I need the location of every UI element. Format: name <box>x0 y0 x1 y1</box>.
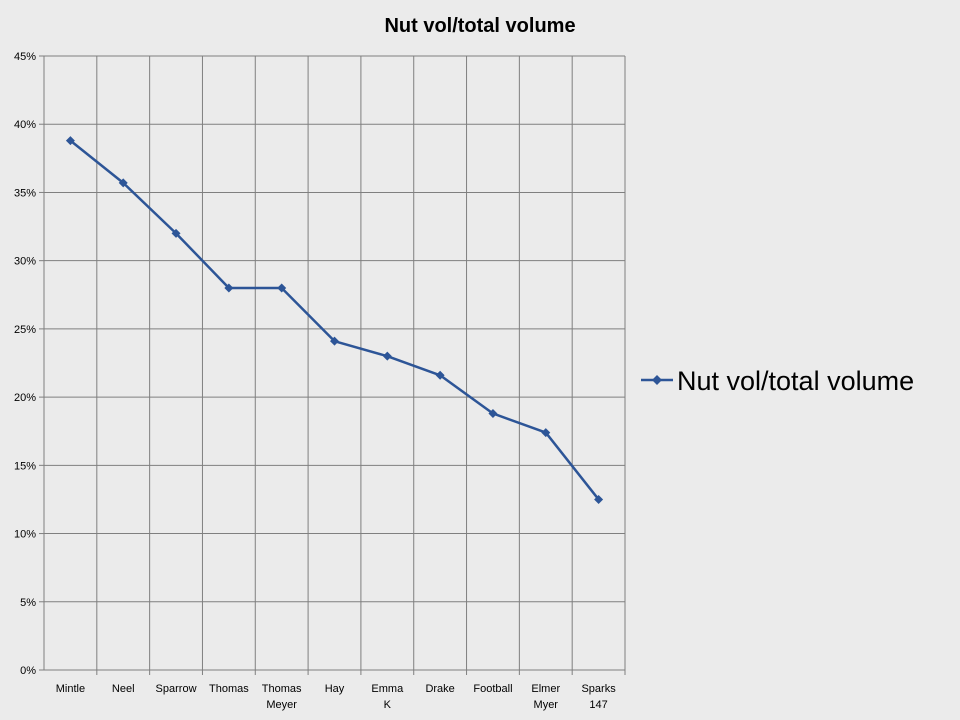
data-point <box>435 370 445 380</box>
data-point <box>277 283 287 293</box>
y-tick-label: 25% <box>14 324 36 336</box>
x-tick-label: Hay <box>325 683 345 695</box>
data-point <box>488 408 498 418</box>
y-tick-label: 45% <box>14 51 36 63</box>
y-tick-label: 15% <box>14 460 36 472</box>
data-point <box>594 494 604 504</box>
legend: Nut vol/total volume <box>641 366 914 396</box>
legend-label: Nut vol/total volume <box>677 366 914 396</box>
gridlines <box>44 55 626 670</box>
x-tick-label: Drake <box>425 683 454 695</box>
y-tick-label: 35% <box>14 187 36 199</box>
y-tick-label: 5% <box>20 597 36 609</box>
y-tick-label: 10% <box>14 529 36 541</box>
x-tick-label: Neel <box>112 683 135 695</box>
x-tick-label: Football <box>473 683 512 695</box>
x-tick-label: Sparks 147 <box>581 683 616 711</box>
data-point <box>118 178 128 188</box>
y-tick-label: 20% <box>14 392 36 404</box>
x-tick-label: Thomas Meyer <box>262 683 302 711</box>
series-group <box>65 136 604 504</box>
x-tick-labels: Mintle Neel Sparrow Thomas Thomas Meyer Hay Emm… <box>56 683 616 711</box>
x-tick-label: Elmer Myer <box>531 683 560 711</box>
data-point <box>171 228 181 238</box>
data-point <box>65 136 75 146</box>
y-tick-label: 30% <box>14 256 36 268</box>
y-tick-label: 0% <box>20 665 36 677</box>
y-tick-label: 40% <box>14 119 36 131</box>
x-tick-label: Emma K <box>371 683 404 711</box>
chart-title: Nut vol/total volume <box>384 15 575 37</box>
data-point <box>330 336 339 346</box>
x-tick-label: Thomas <box>209 683 249 695</box>
data-point <box>541 428 551 438</box>
x-tick-label: Sparrow <box>156 683 197 695</box>
data-point <box>224 283 234 293</box>
x-tick-label: Mintle <box>56 683 85 695</box>
y-tick-labels: 0% 5% 10% 15% 20% 25% 30% 35% 40% 45% <box>14 51 36 677</box>
axes <box>39 55 626 675</box>
data-point <box>382 351 392 361</box>
legend-swatch-marker <box>652 375 662 385</box>
